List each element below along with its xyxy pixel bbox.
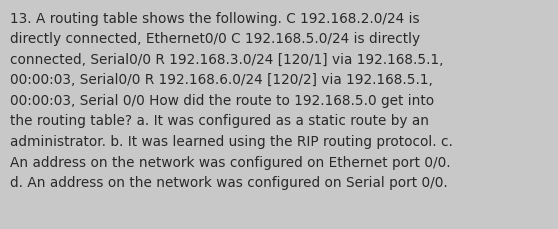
- Text: 13. A routing table shows the following. C 192.168.2.0/24 is
directly connected,: 13. A routing table shows the following.…: [10, 11, 453, 189]
